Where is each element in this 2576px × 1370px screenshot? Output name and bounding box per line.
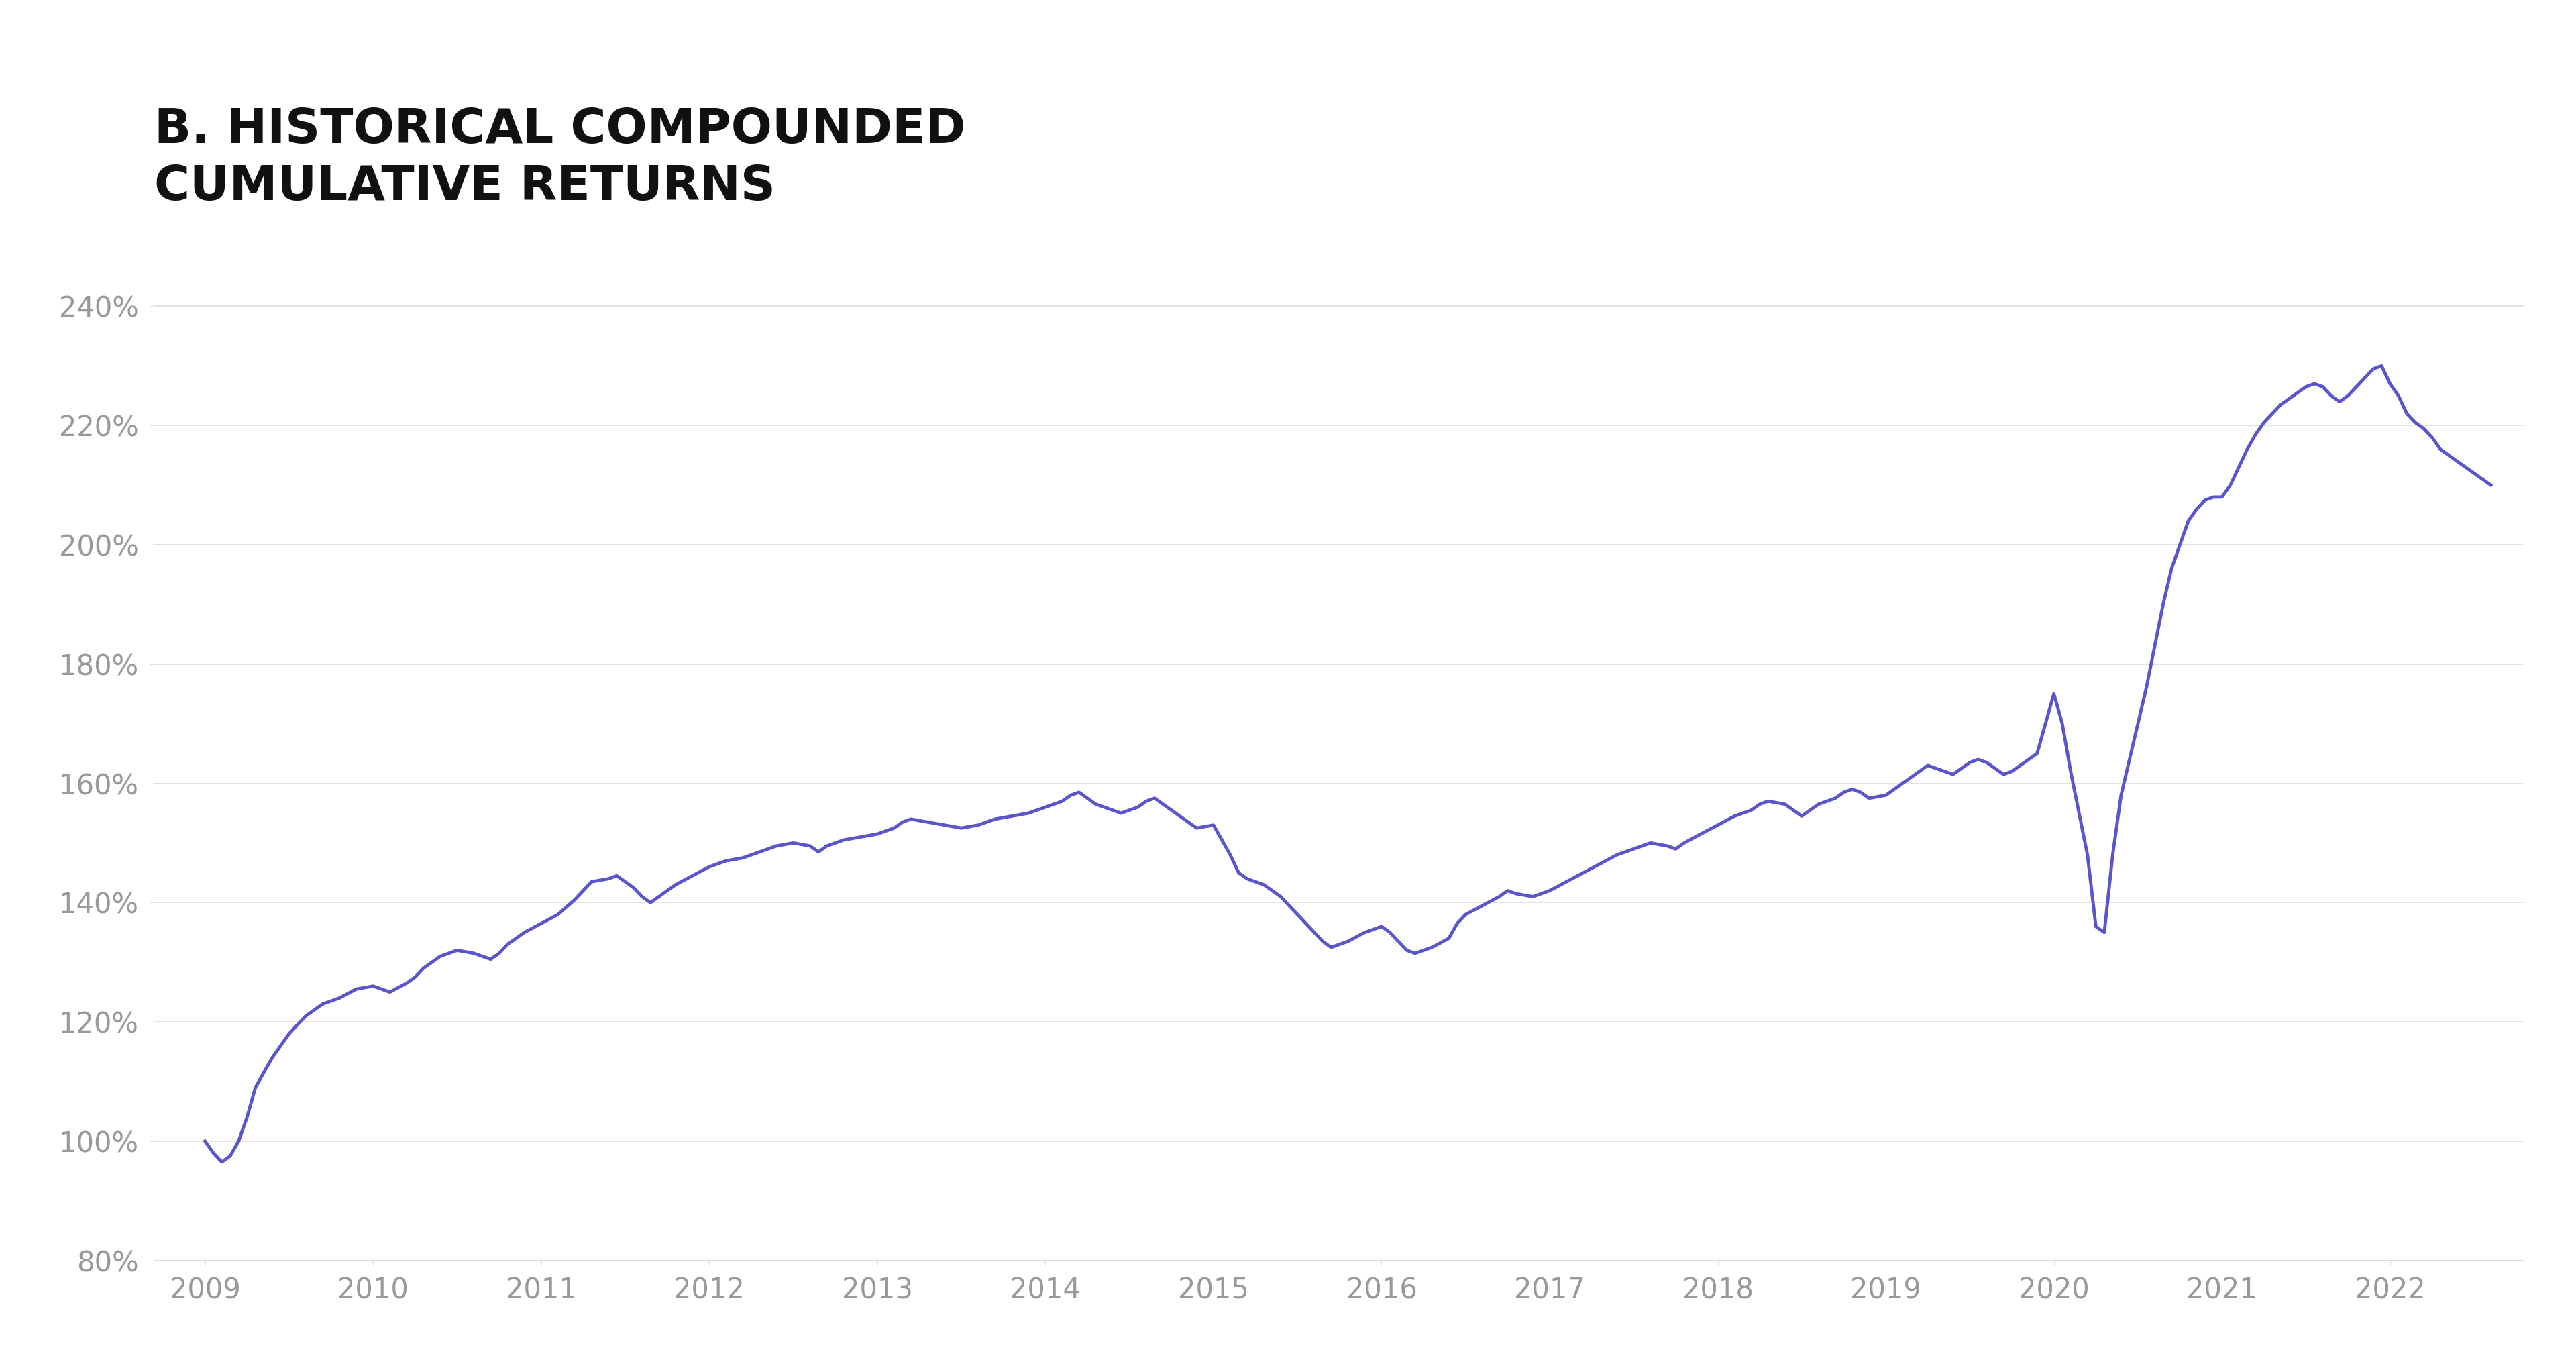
Text: B. HISTORICAL COMPOUNDED
CUMULATIVE RETURNS: B. HISTORICAL COMPOUNDED CUMULATIVE RETU… <box>155 107 966 210</box>
